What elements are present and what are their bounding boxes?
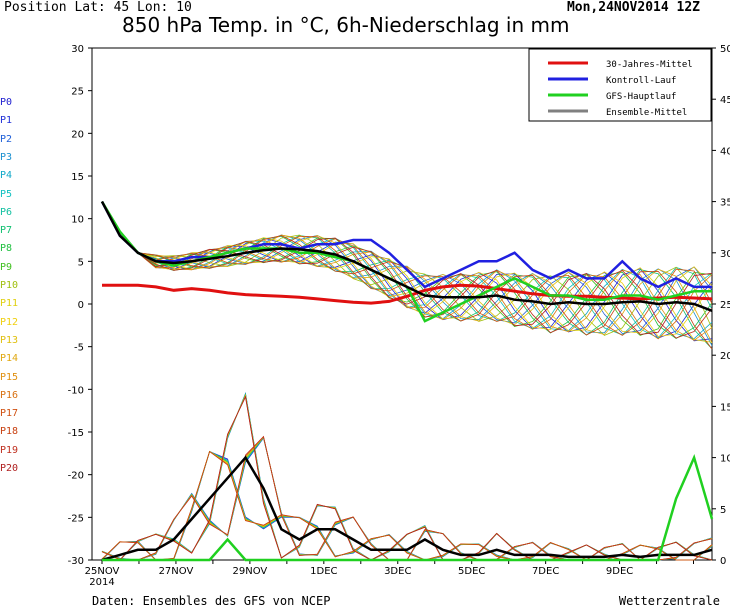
- member-label-p17: P17: [0, 408, 19, 420]
- x-tick-label: 9DEC: [606, 566, 633, 577]
- x-tick-label: 7DEC: [532, 566, 559, 577]
- x-tick-label: 25NOV: [85, 566, 120, 577]
- brand-label: Wetterzentrale: [618, 594, 720, 608]
- member-label-p3: P3: [0, 151, 13, 163]
- member-label-p19: P19: [0, 444, 19, 456]
- x-tick-label: 5DEC: [458, 566, 485, 577]
- left-tick-label: 5: [78, 257, 84, 268]
- chart-title: 850 hPa Temp. in °C, 6h-Niederschlag in …: [122, 13, 570, 37]
- ensemble-mean-precip-line: [101, 455, 713, 562]
- right-tick-label: 35: [720, 198, 730, 209]
- left-tick-label: 0: [78, 300, 84, 311]
- x-tick-label: 29NOV: [233, 566, 268, 577]
- legend-label: Kontroll-Lauf: [606, 76, 676, 86]
- member-label-p5: P5: [0, 188, 13, 200]
- right-tick-label: 10: [720, 454, 730, 465]
- left-tick-label: -20: [68, 471, 84, 482]
- member-label-p14: P14: [0, 353, 19, 365]
- member-precip-line: [101, 450, 713, 561]
- data-source: Daten: Ensembles des GFS von NCEP: [92, 594, 331, 608]
- right-tick-label: 40: [720, 146, 730, 157]
- right-tick-label: 50: [720, 44, 730, 55]
- member-temp-line: [101, 201, 713, 336]
- right-tick-label: 0: [720, 556, 726, 567]
- right-tick-label: 30: [720, 249, 730, 260]
- right-tick-label: 45: [720, 95, 730, 106]
- member-label-p10: P10: [0, 280, 19, 291]
- right-tick-label: 5: [720, 505, 726, 516]
- ensemble-mean-line: [100, 201, 713, 312]
- legend-label: Ensemble-Mittel: [606, 108, 687, 118]
- main-run-precip-line: [102, 453, 714, 562]
- member-label-p18: P18: [0, 426, 19, 438]
- member-label-p2: P2: [0, 133, 13, 145]
- left-tick-label: 10: [71, 215, 84, 226]
- right-tick-label: 25: [720, 300, 730, 311]
- legend-label: GFS-Hauptlauf: [606, 92, 676, 102]
- member-label-p6: P6: [0, 206, 13, 218]
- member-label-p4: P4: [0, 170, 13, 182]
- left-tick-label: 30: [71, 44, 84, 55]
- x-tick-label: 1DEC: [310, 566, 337, 577]
- left-tick-label: -10: [68, 385, 84, 396]
- member-label-p0: P0: [0, 97, 13, 108]
- member-label-p1: P1: [0, 115, 13, 127]
- x-tick-label: 27NOV: [159, 566, 194, 577]
- x-sub-label: 2014: [89, 577, 114, 588]
- member-label-p11: P11: [0, 298, 19, 310]
- member-label-p7: P7: [0, 225, 13, 237]
- position-label: Position Lat: 45 Lon: 10: [4, 0, 192, 15]
- member-label-p13: P13: [0, 334, 19, 346]
- left-tick-label: 15: [71, 172, 84, 183]
- member-label-p16: P16: [0, 389, 19, 401]
- right-tick-label: 20: [720, 351, 730, 362]
- member-label-p12: P12: [0, 316, 19, 328]
- member-label-p20: P20: [0, 463, 19, 474]
- left-tick-label: -15: [68, 428, 84, 439]
- left-tick-label: -25: [68, 513, 84, 524]
- member-label-p8: P8: [0, 243, 13, 255]
- right-tick-label: 15: [720, 402, 730, 413]
- run-date: Mon,24NOV2014 12Z: [566, 0, 700, 15]
- left-tick-label: -30: [68, 556, 84, 567]
- left-tick-label: -5: [74, 343, 84, 354]
- control-run-line: [100, 201, 712, 289]
- member-temp-line: [101, 201, 713, 350]
- member-temp-line: [101, 201, 713, 340]
- legend-label: 30-Jahres-Mittel: [606, 60, 693, 70]
- left-tick-label: 20: [71, 129, 84, 140]
- member-label-p15: P15: [0, 371, 19, 383]
- member-label-p9: P9: [0, 261, 13, 273]
- x-tick-label: 3DEC: [384, 566, 411, 577]
- legend-box: [528, 48, 712, 122]
- left-tick-label: 25: [71, 87, 84, 98]
